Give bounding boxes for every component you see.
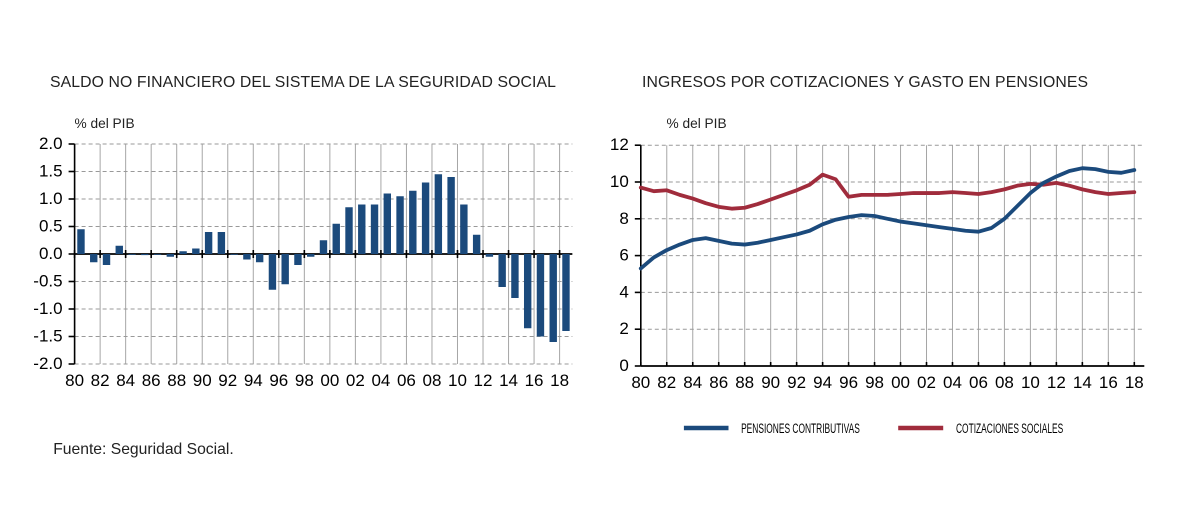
svg-text:84: 84 — [116, 371, 135, 390]
svg-text:10: 10 — [448, 371, 467, 390]
svg-text:94: 94 — [813, 373, 832, 392]
svg-text:98: 98 — [295, 371, 314, 390]
svg-text:88: 88 — [167, 371, 186, 390]
svg-text:04: 04 — [943, 373, 962, 392]
svg-text:90: 90 — [761, 373, 780, 392]
svg-text:12: 12 — [610, 135, 629, 154]
svg-text:14: 14 — [1073, 373, 1092, 392]
svg-text:16: 16 — [525, 371, 544, 390]
svg-text:08: 08 — [995, 373, 1014, 392]
svg-text:COTIZACIONES SOCIALES: COTIZACIONES SOCIALES — [956, 422, 1063, 437]
svg-text:00: 00 — [891, 373, 910, 392]
svg-text:90: 90 — [193, 371, 212, 390]
svg-text:8: 8 — [619, 209, 628, 228]
svg-text:94: 94 — [244, 371, 263, 390]
svg-text:92: 92 — [787, 373, 806, 392]
svg-text:96: 96 — [269, 371, 288, 390]
svg-text:PENSIONES CONTRIBUTIVAS: PENSIONES CONTRIBUTIVAS — [741, 422, 860, 437]
svg-text:1.0: 1.0 — [39, 189, 63, 208]
svg-text:86: 86 — [709, 373, 728, 392]
svg-text:06: 06 — [969, 373, 988, 392]
svg-text:16: 16 — [1099, 373, 1118, 392]
svg-text:0: 0 — [619, 356, 628, 375]
svg-text:02: 02 — [917, 373, 936, 392]
svg-text:04: 04 — [371, 371, 390, 390]
svg-text:-1.5: -1.5 — [33, 327, 62, 346]
svg-text:80: 80 — [65, 371, 84, 390]
svg-text:10: 10 — [1021, 373, 1040, 392]
svg-text:18: 18 — [1125, 373, 1144, 392]
svg-text:84: 84 — [683, 373, 702, 392]
svg-text:14: 14 — [499, 371, 518, 390]
svg-text:12: 12 — [1047, 373, 1066, 392]
svg-text:96: 96 — [839, 373, 858, 392]
svg-text:98: 98 — [865, 373, 884, 392]
svg-text:00: 00 — [320, 371, 339, 390]
svg-text:86: 86 — [142, 371, 161, 390]
svg-text:-1.0: -1.0 — [33, 299, 62, 318]
svg-text:1.5: 1.5 — [39, 162, 63, 181]
svg-text:0.5: 0.5 — [39, 217, 63, 236]
svg-text:-0.5: -0.5 — [33, 272, 62, 291]
svg-text:6: 6 — [619, 246, 628, 265]
svg-text:0.0: 0.0 — [39, 244, 63, 263]
svg-text:88: 88 — [735, 373, 754, 392]
svg-text:12: 12 — [474, 371, 493, 390]
svg-text:06: 06 — [397, 371, 416, 390]
svg-text:18: 18 — [550, 371, 569, 390]
svg-text:4: 4 — [619, 282, 628, 301]
svg-text:-2.0: -2.0 — [33, 354, 62, 373]
svg-text:2.0: 2.0 — [39, 134, 63, 153]
svg-text:02: 02 — [346, 371, 365, 390]
svg-text:82: 82 — [657, 373, 676, 392]
svg-text:10: 10 — [610, 172, 629, 191]
svg-text:2: 2 — [619, 319, 628, 338]
svg-text:92: 92 — [218, 371, 237, 390]
svg-text:80: 80 — [631, 373, 650, 392]
svg-text:08: 08 — [423, 371, 442, 390]
svg-text:82: 82 — [91, 371, 110, 390]
